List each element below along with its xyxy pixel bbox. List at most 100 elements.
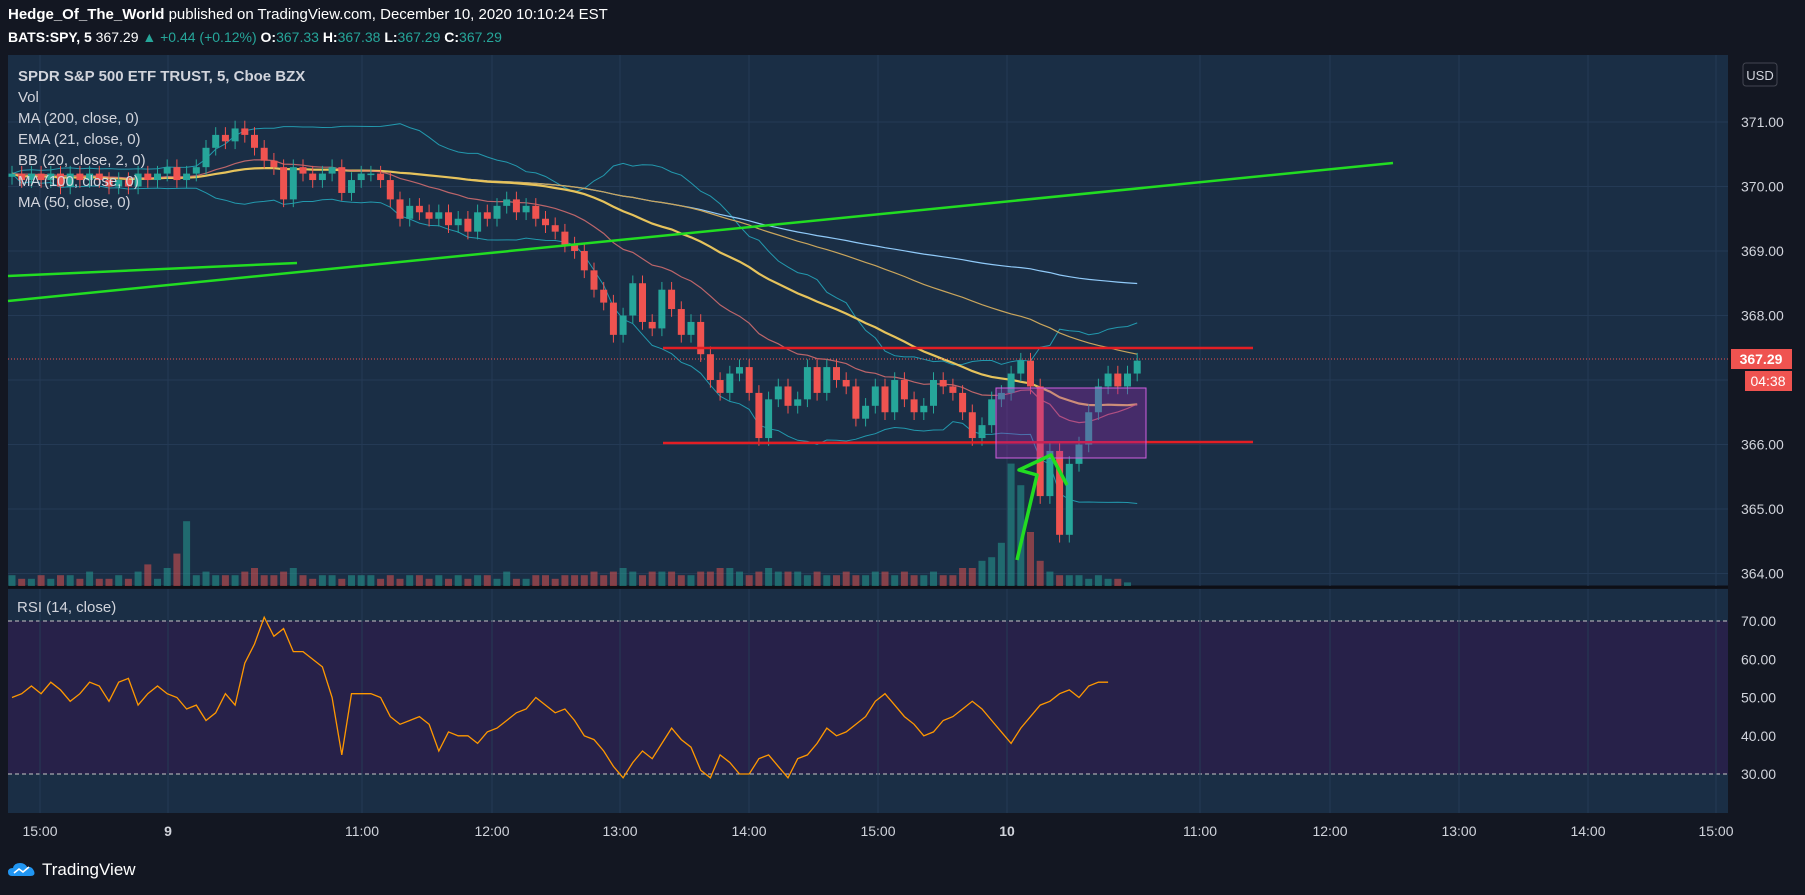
last-price: 367.29 bbox=[95, 29, 139, 45]
volume-bar bbox=[493, 578, 501, 586]
y-tick-label: 370.00 bbox=[1741, 179, 1784, 195]
tradingview-logo[interactable]: TradingView bbox=[8, 860, 136, 880]
volume-bars bbox=[8, 463, 1131, 586]
candle bbox=[900, 380, 908, 400]
candle bbox=[716, 380, 724, 393]
currency-button[interactable] bbox=[1742, 62, 1778, 87]
candle bbox=[1017, 360, 1025, 374]
candle bbox=[483, 212, 491, 219]
trendline-short[interactable] bbox=[7, 261, 298, 278]
author-name[interactable]: Hedge_Of_The_World bbox=[8, 6, 165, 23]
candle bbox=[8, 173, 16, 177]
y-tick-label: 371.00 bbox=[1741, 114, 1784, 130]
volume-bar bbox=[939, 575, 947, 586]
candle bbox=[493, 205, 501, 219]
volume-bar bbox=[794, 571, 802, 586]
price-pane[interactable] bbox=[8, 55, 1728, 586]
volume-bar bbox=[736, 571, 743, 586]
volume-bar bbox=[221, 575, 229, 586]
legend-indicator[interactable]: MA (100, close, 0) bbox=[18, 173, 139, 190]
rsi-band bbox=[8, 621, 1728, 774]
y-tick-label: 368.00 bbox=[1741, 308, 1784, 324]
volume-bar bbox=[144, 564, 152, 586]
candle bbox=[677, 309, 685, 335]
x-tick-label: 14:00 bbox=[731, 823, 766, 839]
candle bbox=[833, 367, 840, 380]
candle bbox=[571, 244, 579, 251]
volume-bar bbox=[1065, 575, 1073, 586]
legend-indicator[interactable]: Vol bbox=[18, 89, 39, 106]
candle bbox=[289, 167, 297, 200]
candle bbox=[891, 380, 899, 413]
volume-bar bbox=[105, 578, 113, 586]
volume-bar bbox=[978, 560, 986, 586]
volume-bar bbox=[202, 571, 210, 586]
rsi-tick-label: 50.00 bbox=[1741, 690, 1776, 706]
candle bbox=[920, 405, 928, 413]
legend-indicator[interactable]: BB (20, close, 2, 0) bbox=[18, 152, 146, 169]
volume-bar bbox=[396, 578, 404, 586]
support-line[interactable] bbox=[662, 440, 1254, 445]
candle bbox=[454, 218, 462, 226]
trendline-main[interactable] bbox=[7, 161, 1394, 303]
high-value: 367.38 bbox=[337, 29, 381, 45]
candle bbox=[47, 173, 55, 181]
candle bbox=[1065, 463, 1073, 535]
price-axis[interactable] bbox=[1728, 55, 1805, 813]
highlight-box[interactable] bbox=[995, 387, 1147, 459]
candle bbox=[959, 392, 967, 413]
candle bbox=[658, 289, 666, 329]
volume-bar bbox=[891, 575, 899, 586]
volume-bar bbox=[37, 575, 45, 586]
candle bbox=[425, 212, 433, 219]
legend-indicator[interactable]: MA (50, close, 0) bbox=[18, 194, 131, 211]
ohlc-line: BATS:SPY, 5 367.29 ▲ +0.44 (+0.12%) O:36… bbox=[8, 29, 502, 45]
volume-bar bbox=[920, 575, 928, 586]
candle bbox=[580, 251, 588, 271]
volume-bar bbox=[124, 578, 132, 586]
y-tick-label: 365.00 bbox=[1741, 501, 1784, 517]
candle bbox=[784, 386, 792, 406]
volume-bar bbox=[1094, 575, 1102, 586]
legend-indicator[interactable]: MA (200, close, 0) bbox=[18, 110, 139, 127]
x-tick-label: 14:00 bbox=[1570, 823, 1605, 839]
candle bbox=[357, 173, 365, 181]
candle bbox=[542, 218, 549, 226]
candle bbox=[619, 315, 627, 335]
high-label: H: bbox=[322, 29, 338, 45]
volume-bar bbox=[600, 575, 608, 586]
candle bbox=[76, 173, 84, 181]
moving-averages bbox=[11, 123, 1138, 504]
price-tag bbox=[1731, 349, 1792, 369]
volume-bar bbox=[881, 571, 889, 586]
time-axis[interactable] bbox=[8, 813, 1728, 848]
x-tick-label: 11:00 bbox=[1183, 823, 1217, 839]
candle bbox=[842, 380, 850, 387]
volume-bar bbox=[765, 568, 773, 586]
candle bbox=[154, 173, 161, 181]
volume-bar bbox=[415, 575, 423, 586]
legend-indicator[interactable]: EMA (21, close, 0) bbox=[18, 131, 141, 148]
candle bbox=[338, 167, 346, 193]
candle bbox=[600, 289, 608, 303]
candle bbox=[706, 354, 714, 380]
volume-bar bbox=[871, 571, 879, 586]
rsi-label[interactable]: RSI (14, close) bbox=[17, 599, 116, 616]
candle bbox=[1085, 412, 1093, 445]
volume-bar bbox=[590, 571, 598, 586]
arrow-drawing[interactable] bbox=[1015, 453, 1069, 561]
candle bbox=[1114, 373, 1122, 387]
candle bbox=[532, 205, 540, 219]
candle bbox=[348, 180, 355, 193]
candle bbox=[1027, 360, 1034, 387]
volume-bar bbox=[328, 575, 336, 586]
volume-bar bbox=[571, 575, 579, 586]
candle bbox=[1056, 450, 1064, 535]
candle bbox=[367, 173, 375, 176]
volume-bar bbox=[648, 571, 656, 586]
x-tick-label: 12:00 bbox=[474, 823, 509, 839]
x-tick-label: 15:00 bbox=[22, 823, 57, 839]
legend-symbol-title[interactable]: SPDR S&P 500 ETF TRUST, 5, Cboe BZX bbox=[18, 68, 305, 85]
candle bbox=[736, 367, 743, 374]
